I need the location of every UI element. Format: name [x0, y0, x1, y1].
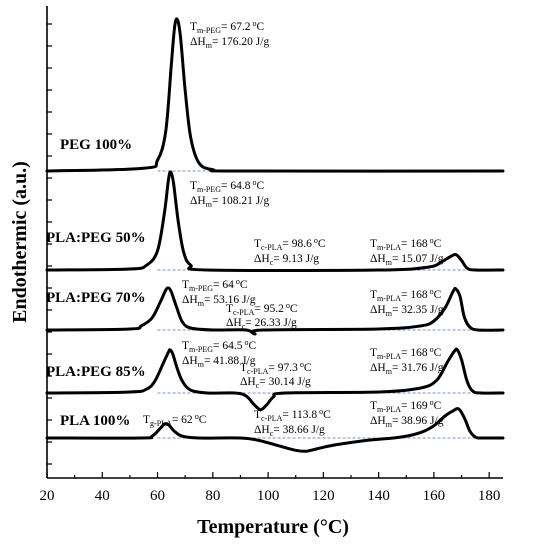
peak-annotation: Tc-PLA= 97.3 oC — [240, 360, 312, 376]
plot-frame — [46, 6, 503, 479]
y-ticks — [47, 23, 52, 465]
peak-annotation: Tm-PEG= 64 oC — [182, 277, 248, 293]
peak-annotation: Tc-PLA= 95.2 oC — [226, 301, 298, 317]
peak-annotation: ΔHc= 9.13 J/g — [254, 253, 319, 267]
peak-annotation: ΔHm= 108.21 J/g — [190, 195, 269, 209]
peak-annotation: ΔHc= 26.33 J/g — [226, 317, 297, 331]
x-tick-label: 100 — [257, 488, 280, 504]
peak-annotation: Tm-PLA= 168 oC — [370, 236, 442, 252]
peak-annotation: ΔHm= 31.76 J/g — [370, 362, 444, 376]
peak-annotation: Tc-PLA= 98.6 oC — [254, 236, 326, 252]
x-tick-label: 20 — [40, 488, 55, 504]
sample-label: PLA:PEG 85% — [46, 364, 146, 380]
sample-label: PLA:PEG 50% — [46, 230, 146, 246]
peak-annotation: Tm-PEG= 64.5 oC — [182, 338, 257, 354]
peak-annotation: Tc-PLA= 113.8 oC — [254, 407, 331, 423]
peak-annotation: ΔHm= 32.35 J/g — [370, 304, 444, 318]
dsc-curve — [45, 170, 505, 272]
peak-annotation: Tm-PLA= 168 oC — [370, 345, 442, 361]
peak-annotation: Tg-PLA= 62 oC — [143, 412, 207, 428]
dsc-curve — [45, 17, 505, 173]
peak-annotation: Tm-PEG= 67.2 oC — [190, 19, 265, 35]
sample-label: PLA 100% — [60, 413, 130, 429]
dsc-curve — [45, 407, 505, 453]
peak-annotation: ΔHm= 176.20 J/g — [190, 36, 269, 50]
sample-labels: PEG 100% PLA:PEG 50% PLA:PEG 70% PLA:PEG 85… — [46, 137, 146, 429]
peak-annotation: Tm-PLA= 168 oC — [370, 287, 442, 303]
dsc-curve — [45, 286, 505, 336]
peak-annotation: ΔHm= 38.96 J/g — [370, 415, 444, 429]
peak-annotation: Tm-PEG= 64.8 oC — [190, 178, 265, 194]
x-axis-title: Temperature (°C) — [197, 516, 349, 538]
x-tick-label: 120 — [312, 488, 335, 504]
dsc-curves — [45, 17, 505, 453]
x-tick-label: 140 — [367, 488, 390, 504]
peak-annotation: ΔHm= 53.16 J/g — [182, 294, 256, 308]
peak-annotation: ΔHm= 41.88 J/g — [182, 355, 256, 369]
peak-annotation: ΔHc= 30.14 J/g — [240, 376, 311, 390]
x-tick-label: 160 — [423, 488, 446, 504]
x-tick-label: 180 — [478, 488, 501, 504]
x-tick-label: 80 — [205, 488, 220, 504]
x-ticks: 20 40 60 80 100 120 140 160 180 — [40, 472, 501, 504]
dsc-curve — [45, 347, 505, 412]
sample-label: PLA:PEG 70% — [46, 290, 146, 306]
y-axis-title: Endothermic (a.u.) — [9, 161, 31, 323]
peak-annotation: ΔHm= 15.07 J/g — [370, 253, 444, 267]
sample-label: PEG 100% — [60, 137, 132, 153]
x-tick-label: 60 — [150, 488, 165, 504]
x-tick-label: 40 — [95, 488, 110, 504]
peak-annotation: ΔHc= 38.66 J/g — [254, 424, 325, 438]
peak-annotation: Tm-PLA= 169 oC — [370, 398, 442, 414]
